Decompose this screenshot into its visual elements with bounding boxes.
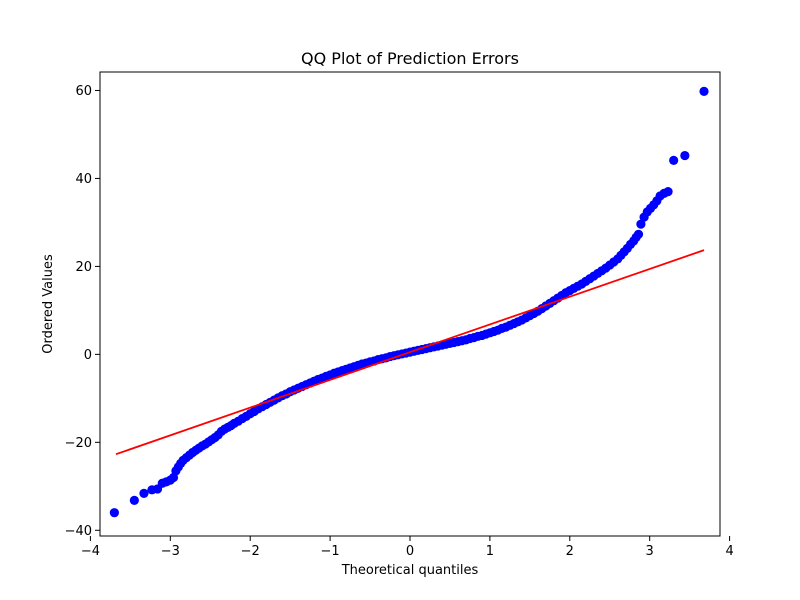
x-tick-label: 0 <box>406 544 414 559</box>
y-tick-label: 0 <box>84 348 92 363</box>
x-axis-label: Theoretical quantiles <box>341 563 479 578</box>
x-tick-label: −1 <box>321 544 340 559</box>
x-tick-label: −4 <box>81 544 100 559</box>
y-tick-label: −20 <box>65 436 92 451</box>
y-axis: −40 −20 0 20 40 60 <box>65 84 100 539</box>
y-tick-label: −40 <box>65 524 92 539</box>
y-tick-label: 20 <box>75 260 92 275</box>
data-point <box>669 155 679 165</box>
x-axis: −4 −3 −2 −1 0 1 2 3 4 <box>81 536 734 559</box>
plot-area <box>99 71 721 537</box>
data-point <box>699 86 709 96</box>
x-tick-label: −2 <box>241 544 260 559</box>
data-point <box>633 229 644 239</box>
x-tick-label: −3 <box>161 544 180 559</box>
reference-line <box>115 249 705 456</box>
data-point <box>636 219 646 229</box>
y-axis-label: Ordered Values <box>41 254 56 354</box>
x-tick-label: 4 <box>725 544 733 559</box>
data-point <box>129 495 139 505</box>
x-tick-label: 3 <box>646 544 654 559</box>
chart-title: QQ Plot of Prediction Errors <box>301 49 519 68</box>
y-tick-label: 40 <box>75 172 92 187</box>
data-point <box>663 187 673 197</box>
data-point <box>680 150 690 161</box>
plot-frame <box>99 71 721 537</box>
data-point <box>139 488 149 498</box>
x-tick-label: 1 <box>486 544 494 559</box>
x-tick-label: 2 <box>566 544 574 559</box>
data-point <box>109 508 119 518</box>
y-tick-label: 60 <box>75 84 92 99</box>
